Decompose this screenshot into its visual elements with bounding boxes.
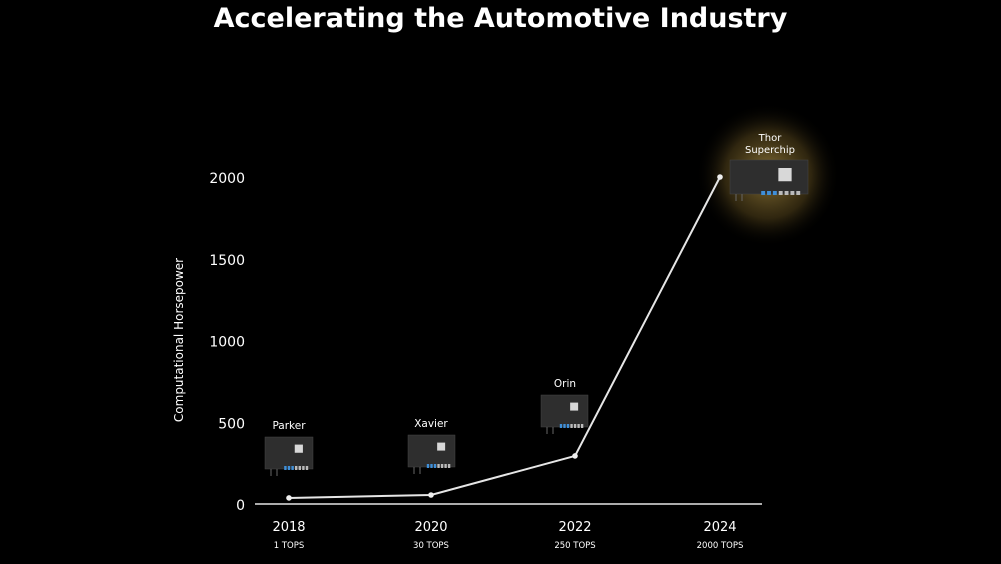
chip-board-xavier	[407, 434, 456, 468]
chip-board-thor-superchip	[729, 159, 809, 195]
chip-board-parker	[264, 436, 314, 470]
chip-connector-orin	[580, 424, 584, 428]
chip-connector-orin	[577, 424, 580, 428]
chip-connector-thor-superchip	[767, 191, 771, 195]
data-point	[572, 453, 578, 459]
chip-connector-parker	[287, 466, 291, 470]
data-point	[717, 174, 723, 180]
chip-connector-xavier	[437, 464, 440, 468]
chip-label-parker: Parker	[272, 420, 306, 432]
chip-connector-parker	[291, 466, 294, 470]
chip-connector-thor-superchip	[790, 191, 795, 195]
chip-connector-xavier	[426, 464, 430, 468]
x-sublabel: 30 TOPS	[413, 541, 449, 551]
chip-connector-orin	[559, 424, 563, 428]
y-tick-label: 500	[218, 416, 245, 432]
chip-connector-parker	[284, 466, 287, 470]
data-point	[286, 495, 292, 501]
chip-label-thor-superchip: Thor	[758, 133, 783, 144]
chip-connector-thor-superchip	[796, 191, 801, 195]
chip-connector-thor-superchip	[772, 191, 777, 195]
x-sublabel: 250 TOPS	[554, 541, 595, 551]
x-sublabel: 2000 TOPS	[697, 541, 744, 551]
chip-processor-parker	[294, 444, 303, 453]
chip-processor-xavier	[437, 442, 446, 451]
x-tick-label: 2018	[272, 520, 305, 535]
chip-processor-orin	[570, 402, 579, 411]
chip-connector-orin	[566, 424, 570, 428]
x-tick-label: 2020	[414, 520, 447, 535]
chip-connector-orin	[573, 424, 577, 428]
chip-label-thor-superchip: Superchip	[745, 145, 795, 156]
y-tick-label: 1500	[209, 253, 245, 269]
x-tick-label: 2024	[703, 520, 736, 535]
series-line	[288, 176, 721, 499]
chip-connector-thor-superchip	[761, 191, 766, 195]
chip-connector-xavier	[430, 464, 433, 468]
chip-label-orin: Orin	[554, 378, 576, 390]
chip-connector-xavier	[440, 464, 444, 468]
y-tick-label: 0	[236, 498, 245, 514]
x-tick-label: 2022	[558, 520, 591, 535]
chip-connector-xavier	[444, 464, 447, 468]
chip-connector-parker	[298, 466, 301, 470]
x-sublabel: 1 TOPS	[274, 541, 305, 551]
chip-connector-parker	[305, 466, 309, 470]
chip-connector-thor-superchip	[778, 191, 783, 195]
chip-connector-parker	[295, 466, 298, 470]
chip-connector-parker	[302, 466, 305, 470]
chip-board-orin	[540, 394, 589, 428]
chip-connector-xavier	[447, 464, 451, 468]
y-tick-label: 1000	[209, 335, 245, 351]
chip-connector-orin	[570, 424, 573, 428]
chip-connector-xavier	[433, 464, 437, 468]
y-axis-label: Computational Horsepower	[172, 258, 186, 422]
chip-connector-thor-superchip	[784, 191, 789, 195]
y-tick-label: 2000	[209, 171, 245, 187]
chip-processor-thor-superchip	[778, 168, 792, 182]
data-point	[428, 492, 434, 498]
chip-connector-orin	[563, 424, 566, 428]
chip-label-xavier: Xavier	[414, 418, 448, 430]
chart-title: Accelerating the Automotive Industry	[213, 3, 788, 34]
